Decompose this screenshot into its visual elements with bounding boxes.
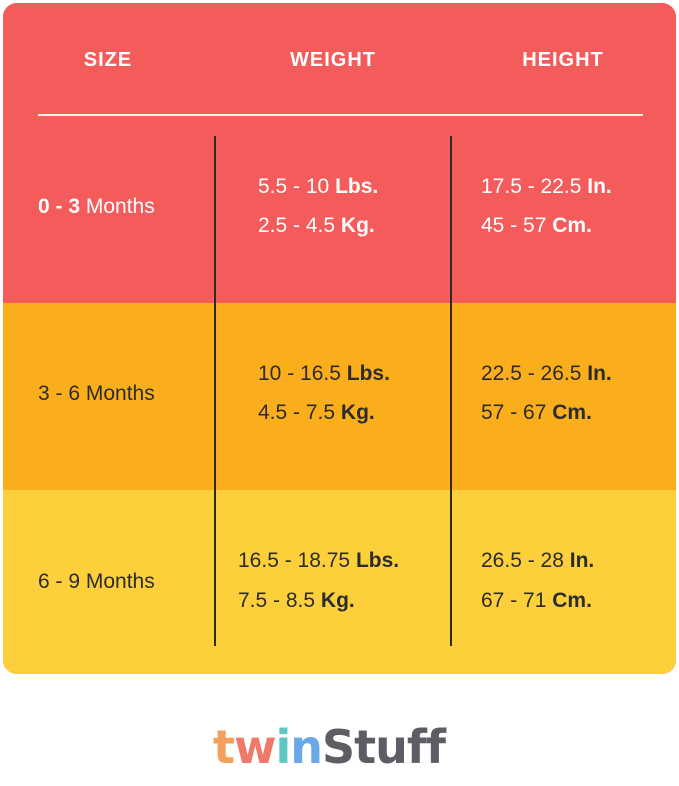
row1-height-cm: 45 - 57 Cm. — [481, 206, 592, 245]
row1-size: 0 - 3 Months — [38, 187, 155, 226]
row1-height-cm-value: 45 - 57 — [481, 214, 547, 237]
row2-weight-kg: 4.5 - 7.5 Kg. — [258, 393, 375, 432]
row3-height-in-unit: In. — [569, 549, 595, 572]
row2-size: 3 - 6 Months — [38, 382, 155, 405]
row3-height-cm: 67 - 71 Cm. — [481, 581, 592, 620]
size-chart-card: SIZE WEIGHT HEIGHT 0 - 3 Months 5.5 - 10… — [3, 3, 676, 674]
row3-weight-kg: 7.5 - 8.5 Kg. — [238, 581, 355, 620]
row3-size: 6 - 9 Months — [38, 570, 155, 593]
row2-weight-lbs-value: 10 - 16.5 — [258, 362, 341, 385]
header-divider — [38, 114, 643, 116]
row2-weight-lbs-unit: Lbs. — [346, 362, 390, 385]
row3-height-cm-value: 67 - 71 — [481, 589, 547, 612]
header-height: HEIGHT — [522, 49, 604, 71]
row2-weight-kg-unit: Kg. — [340, 401, 375, 424]
row2-weight-kg-value: 4.5 - 7.5 — [258, 401, 336, 424]
row3-weight-kg-unit: Kg. — [320, 589, 355, 612]
row1-weight-lbs-unit: Lbs. — [335, 175, 379, 198]
header-weight: WEIGHT — [290, 49, 376, 71]
row3-weight-lbs-value: 16.5 - 18.75 — [238, 549, 351, 572]
logo-letter: f — [425, 720, 446, 774]
column-divider-2 — [450, 136, 452, 646]
row3-height-in: 26.5 - 28 In. — [481, 541, 594, 580]
logo-letter: u — [375, 720, 408, 774]
row1-height-in-value: 17.5 - 22.5 — [481, 175, 582, 198]
row1-height-in-unit: In. — [587, 175, 612, 198]
row1-height-cm-unit: Cm. — [552, 214, 592, 237]
row1-weight-kg-value: 2.5 - 4.5 — [258, 214, 336, 237]
row1-size-range: 0 - 3 — [38, 195, 81, 218]
twinstuff-logo: twinStuff — [213, 720, 473, 780]
column-divider-1 — [214, 136, 216, 646]
row1-weight-lbs: 5.5 - 10 Lbs. — [258, 167, 378, 206]
row-band-2 — [3, 303, 676, 490]
row-band-3 — [3, 490, 676, 674]
row1-weight-lbs-value: 5.5 - 10 — [258, 175, 330, 198]
row1-weight-kg: 2.5 - 4.5 Kg. — [258, 206, 375, 245]
logo-letter: t — [213, 720, 235, 774]
row2-height-cm-unit: Cm. — [552, 401, 592, 424]
row2-height-cm-value: 57 - 67 — [481, 401, 547, 424]
row2-height-in-value: 22.5 - 26.5 — [481, 362, 582, 385]
header-size: SIZE — [83, 49, 133, 71]
row3-height-cm-unit: Cm. — [552, 589, 592, 612]
logo-letter: i — [275, 720, 292, 774]
row3-height-in-value: 26.5 - 28 — [481, 549, 564, 572]
logo-letter: S — [322, 720, 355, 774]
row2-height-cm: 57 - 67 Cm. — [481, 393, 592, 432]
row1-height-in: 17.5 - 22.5 In. — [481, 167, 612, 206]
logo-letter: t — [354, 720, 376, 774]
logo-letter: n — [290, 720, 323, 774]
logo-letter: w — [234, 720, 276, 774]
row2-weight-lbs: 10 - 16.5 Lbs. — [258, 354, 390, 393]
row3-weight-kg-value: 7.5 - 8.5 — [238, 589, 316, 612]
row2-height-in-unit: In. — [587, 362, 612, 385]
row1-size-unit: Months — [85, 195, 155, 218]
row3-weight-lbs-unit: Lbs. — [355, 549, 400, 572]
row1-weight-kg-unit: Kg. — [340, 214, 375, 237]
logo-letter: f — [406, 720, 427, 774]
row-band-1 — [3, 3, 676, 303]
row3-weight-lbs: 16.5 - 18.75 Lbs. — [238, 541, 399, 580]
row2-height-in: 22.5 - 26.5 In. — [481, 354, 612, 393]
